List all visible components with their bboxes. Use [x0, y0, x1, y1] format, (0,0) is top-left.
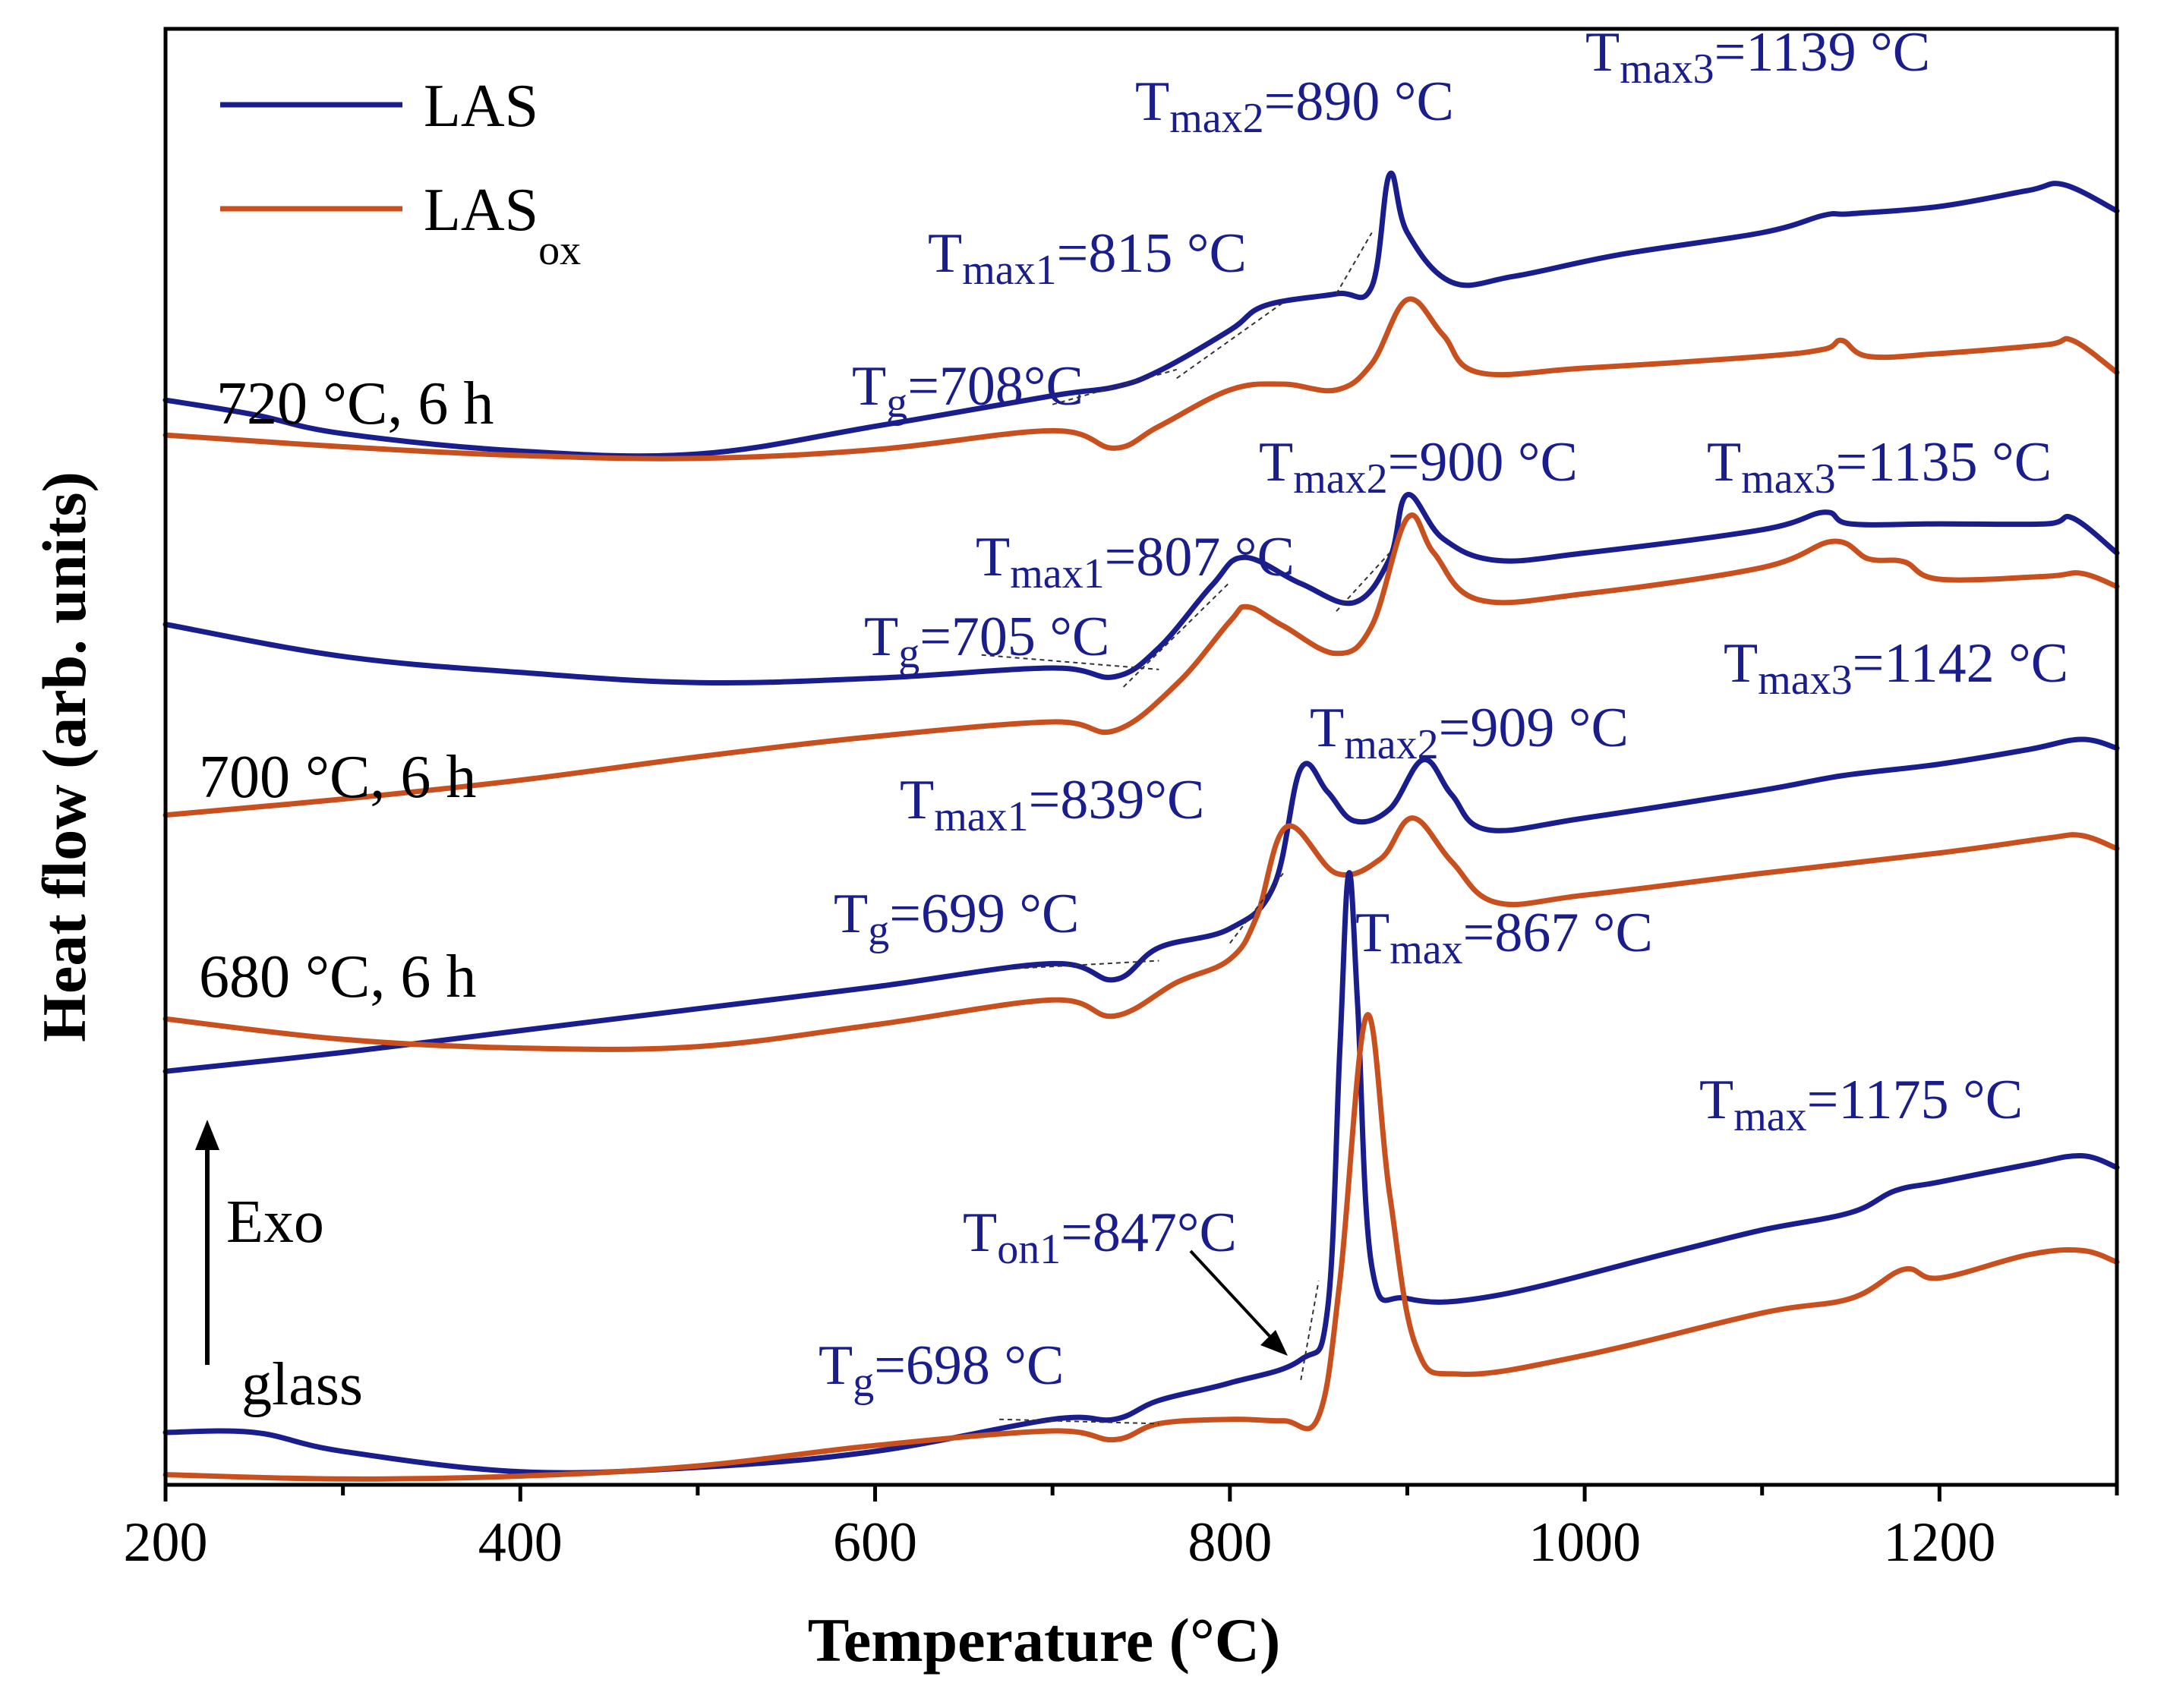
x-tick-label-1200: 1200 — [1883, 1511, 1995, 1574]
annotation-700-tmax3: Tmax3=1135 °C — [1707, 431, 2052, 503]
annotation-680-tmax1: Tmax1=839°C — [900, 769, 1204, 840]
annotation-glass-tmax1175: Tmax=1175 °C — [1699, 1069, 2023, 1140]
series-line-las-ox-glass — [162, 1012, 2120, 1482]
legend-label-lasox: LASox — [424, 177, 581, 274]
exo-label: Exo — [226, 1189, 324, 1256]
series-line-las-ox-680-c-6-h — [162, 815, 2120, 1052]
exo-arrow: Exo — [195, 1120, 324, 1365]
x-tick-label-200: 200 — [124, 1511, 208, 1574]
annotation-700-tg: Tg=705 °C — [864, 606, 1109, 677]
ton1-pointer-shaft — [1189, 1249, 1271, 1338]
tangent-line-8 — [1229, 872, 1284, 944]
annotation-720-tmax3: Tmax3=1139 °C — [1585, 21, 1930, 93]
annotation-680-tmax3: Tmax3=1142 °C — [1724, 632, 2068, 704]
annotation-680-tmax2: Tmax2=909 °C — [1310, 697, 1629, 768]
annotation-glass-ton1: Ton1=847°C — [963, 1202, 1237, 1273]
condition-720: 720 °C, 6 h — [216, 370, 494, 437]
annotation-700-tmax2: Tmax2=900 °C — [1259, 431, 1578, 503]
exo-arrow-head — [195, 1120, 219, 1150]
annotation-680-tg: Tg=699 °C — [834, 883, 1079, 954]
annotation-720-tg: Tg=708°C — [852, 355, 1084, 427]
plot-frame — [163, 27, 2119, 1487]
annotation-glass-tmax: Tmax=867 °C — [1355, 902, 1653, 973]
x-axis-ticks: 200 400 600 800 1000 1200 — [124, 1485, 2119, 1574]
annotations: Tmax2=890 °C Tmax3=1139 °C Tmax1=815 °C … — [819, 21, 2068, 1406]
ton1-pointer — [1189, 1249, 1288, 1356]
ton1-pointer-head — [1260, 1330, 1288, 1356]
tangent-line-2 — [1176, 301, 1284, 380]
series-line-las-680-c-6-h — [162, 736, 2120, 1074]
y-axis-title: Heat flow (arb. units) — [30, 471, 99, 1042]
x-tick-label-800: 800 — [1188, 1511, 1272, 1574]
condition-glass: glass — [241, 1351, 363, 1418]
condition-700: 700 °C, 6 h — [199, 744, 476, 811]
x-tick-label-1000: 1000 — [1528, 1511, 1641, 1574]
series-line-las-ox-720-c-6-h — [162, 296, 2120, 462]
series-line-las-700-c-6-h — [162, 492, 2120, 685]
tangent-lines — [981, 232, 1390, 1425]
annotation-glass-tg: Tg=698 °C — [819, 1335, 1064, 1406]
annotation-700-tmax1: Tmax1=807 °C — [976, 526, 1295, 597]
annotation-720-tmax1: Tmax1=815 °C — [928, 222, 1247, 294]
tangent-line-9 — [999, 1418, 1159, 1425]
legend-label-las: LAS — [424, 73, 538, 140]
x-tick-label-600: 600 — [833, 1511, 917, 1574]
tangent-line-10 — [1300, 1281, 1320, 1381]
annotation-720-tmax2: Tmax2=890 °C — [1135, 71, 1454, 142]
legend: LAS LASox — [220, 73, 581, 274]
condition-680: 680 °C, 6 h — [199, 944, 476, 1010]
tangent-line-7 — [999, 960, 1159, 971]
series-line-las-ox-700-c-6-h — [162, 512, 2120, 818]
x-tick-label-400: 400 — [478, 1511, 563, 1574]
tangent-line-3 — [1336, 232, 1373, 295]
series-layer — [162, 170, 2120, 1482]
x-axis-title: Temperature (°C) — [808, 1606, 1281, 1675]
